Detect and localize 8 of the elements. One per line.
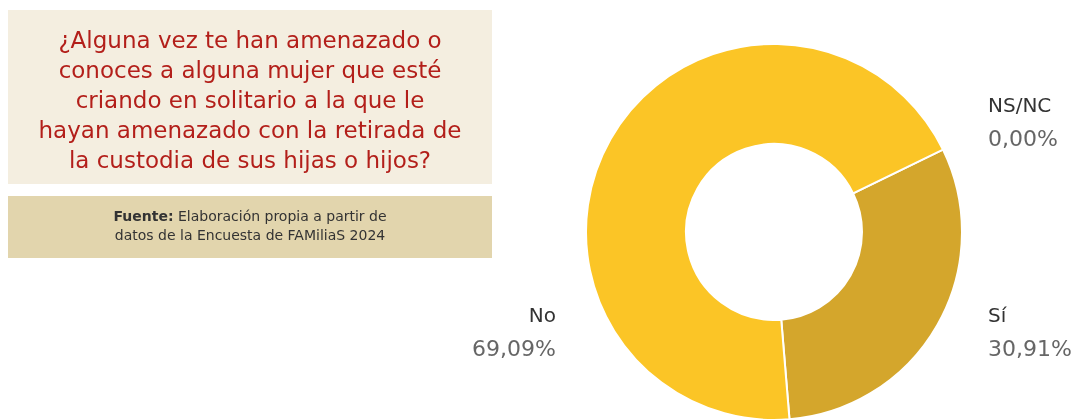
text: 0,00% xyxy=(988,126,1058,151)
slice-label: No xyxy=(528,303,556,327)
text: ¿Alguna vez te han amenazado o conoces a alguna mujer que esté criando en solitario a la que le hayan amenazado con la retirada de la custodia de sus hijas o hijos? xyxy=(38,27,462,173)
data-label: 30,91% xyxy=(988,336,1072,361)
slice-label: Sí xyxy=(988,303,1008,327)
text: Fuente: Elaboración propia a partir de datos de la Encuesta de FAMiliaS 2024 xyxy=(113,208,387,243)
data-label: 69,09% xyxy=(472,336,556,361)
category-label: NS/NC xyxy=(988,93,1052,117)
